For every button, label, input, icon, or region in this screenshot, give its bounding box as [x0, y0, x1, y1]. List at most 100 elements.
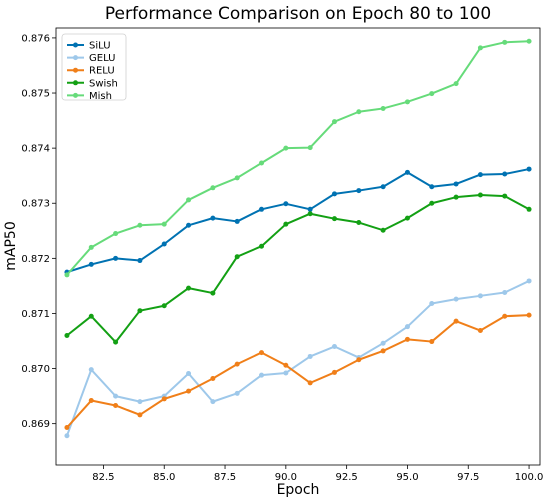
y-tick-label: 0.876: [21, 33, 50, 44]
data-point-silu: [526, 166, 532, 172]
data-point-mish: [404, 99, 410, 105]
data-point-mish: [161, 221, 167, 227]
data-point-silu: [283, 201, 289, 207]
y-axis: 0.869 0.870 0.871 0.872 0.873 0.874 0.875 0.876: [21, 33, 56, 430]
data-point-silu: [113, 255, 119, 261]
data-point-relu: [453, 318, 459, 324]
y-tick-label: 0.869: [21, 419, 50, 430]
legend-marker-mish: [73, 92, 78, 98]
data-point-gelu: [113, 393, 119, 399]
data-point-silu: [380, 184, 386, 190]
data-point-swish: [259, 243, 265, 249]
data-point-silu: [453, 181, 459, 187]
series-mish: [64, 38, 532, 278]
legend-marker-swish: [73, 80, 78, 86]
data-point-gelu: [283, 370, 289, 376]
data-point-mish: [283, 145, 289, 151]
data-point-gelu: [234, 390, 240, 396]
series-line-silu: [65, 168, 531, 274]
data-point-mish: [477, 45, 483, 51]
series-line-gelu: [65, 279, 531, 437]
data-point-gelu: [88, 367, 94, 373]
data-point-relu: [502, 313, 508, 319]
data-point-relu: [137, 412, 143, 418]
data-point-silu: [210, 215, 216, 221]
data-point-swish: [404, 215, 410, 221]
legend-label-mish: Mish: [89, 91, 112, 102]
data-point-gelu: [137, 399, 143, 405]
series-gelu: [64, 278, 532, 439]
y-tick-label: 0.874: [21, 144, 50, 155]
legend-marker-relu: [73, 67, 78, 73]
data-point-silu: [429, 184, 435, 190]
data-point-relu: [283, 362, 289, 368]
data-point-swish: [380, 227, 386, 233]
data-point-relu: [380, 348, 386, 354]
data-point-swish: [526, 206, 532, 212]
data-point-mish: [331, 119, 337, 125]
y-tick-label: 0.871: [21, 309, 50, 320]
data-point-swish: [307, 211, 313, 217]
data-point-silu: [502, 171, 508, 177]
data-point-swish: [210, 290, 216, 296]
data-point-relu: [307, 380, 313, 386]
data-point-mish: [356, 109, 362, 115]
data-point-relu: [259, 350, 265, 356]
series-layer: [64, 38, 532, 439]
data-point-relu: [429, 339, 435, 345]
data-point-relu: [64, 425, 70, 431]
series-relu: [64, 312, 532, 431]
x-axis-label: Epoch: [277, 482, 320, 498]
data-point-relu: [161, 396, 167, 402]
data-point-gelu: [307, 353, 313, 359]
data-point-swish: [161, 303, 167, 309]
data-point-swish: [113, 339, 119, 345]
data-point-gelu: [64, 433, 70, 439]
legend-label-silu: SiLU: [89, 41, 111, 52]
data-point-swish: [88, 313, 94, 319]
data-point-swish: [234, 254, 240, 260]
data-point-mish: [502, 39, 508, 45]
data-point-silu: [88, 261, 94, 267]
y-tick-label: 0.872: [21, 254, 50, 265]
x-tick-label: 85.0: [153, 472, 175, 483]
plot-area: [55, 27, 541, 466]
data-point-gelu: [453, 296, 459, 302]
data-point-swish: [477, 192, 483, 198]
data-point-relu: [477, 328, 483, 334]
chart-title: Performance Comparison on Epoch 80 to 10…: [105, 4, 491, 24]
x-tick-label: 87.5: [214, 472, 236, 483]
data-point-mish: [380, 105, 386, 111]
legend-marker-silu: [73, 42, 78, 48]
data-point-mish: [453, 81, 459, 87]
data-point-swish: [429, 200, 435, 206]
data-point-swish: [502, 193, 508, 199]
x-tick-label: 95.0: [396, 472, 418, 483]
data-point-swish: [64, 332, 70, 338]
data-point-gelu: [477, 293, 483, 299]
legend-label-gelu: GELU: [89, 53, 115, 64]
data-point-swish: [331, 216, 337, 222]
x-tick-label: 92.5: [336, 472, 358, 483]
x-tick-label: 100.0: [515, 472, 544, 483]
data-point-mish: [526, 38, 532, 44]
data-point-gelu: [186, 371, 192, 377]
data-point-swish: [137, 308, 143, 314]
series-swish: [64, 192, 532, 345]
y-tick-label: 0.873: [21, 199, 50, 210]
data-point-mish: [234, 175, 240, 181]
data-point-relu: [356, 357, 362, 363]
data-point-mish: [307, 145, 313, 151]
legend-label-swish: Swish: [89, 78, 118, 89]
data-point-relu: [88, 398, 94, 404]
data-point-silu: [161, 241, 167, 247]
x-tick-label: 82.5: [92, 472, 114, 483]
series-line-mish: [65, 40, 531, 276]
data-point-mish: [186, 197, 192, 203]
data-point-silu: [137, 258, 143, 264]
data-point-swish: [453, 194, 459, 200]
legend-marker-gelu: [73, 55, 78, 61]
